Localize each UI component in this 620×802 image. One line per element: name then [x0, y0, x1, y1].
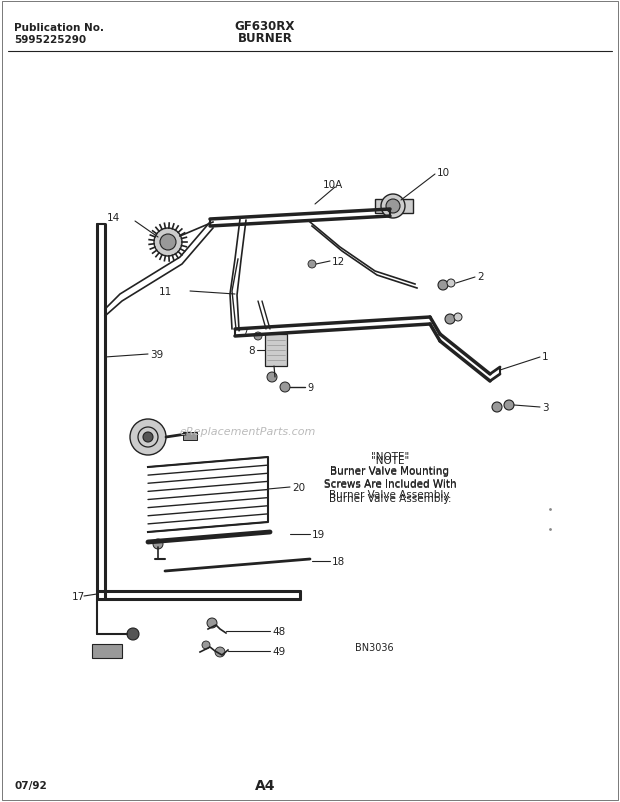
Text: BURNER: BURNER — [237, 32, 293, 46]
Circle shape — [202, 642, 210, 649]
Text: 07/92: 07/92 — [14, 780, 46, 790]
Circle shape — [267, 373, 277, 383]
Text: 9: 9 — [307, 383, 313, 392]
Circle shape — [454, 314, 462, 322]
Circle shape — [386, 200, 400, 214]
Text: 11: 11 — [159, 286, 172, 297]
Text: 18: 18 — [332, 557, 345, 566]
Text: "NOTE"
Burner Valve Mounting
Screws Are Included With
Burner Valve Assembly.: "NOTE" Burner Valve Mounting Screws Are … — [324, 452, 456, 504]
Text: 17: 17 — [72, 591, 86, 602]
Circle shape — [154, 229, 182, 257]
Bar — [265, 334, 287, 367]
Text: 8: 8 — [249, 346, 255, 355]
Circle shape — [143, 432, 153, 443]
Text: 39: 39 — [150, 350, 163, 359]
Circle shape — [130, 419, 166, 456]
Text: GF630RX: GF630RX — [235, 19, 295, 32]
Text: 20: 20 — [292, 482, 305, 492]
Text: 5995225290: 5995225290 — [14, 35, 86, 45]
Text: 10: 10 — [437, 168, 450, 178]
Text: BN3036: BN3036 — [355, 642, 394, 652]
Text: 14: 14 — [107, 213, 120, 223]
Circle shape — [254, 333, 262, 341]
Circle shape — [447, 280, 455, 288]
Circle shape — [280, 383, 290, 392]
Circle shape — [215, 647, 225, 657]
Text: 3: 3 — [542, 403, 549, 412]
Bar — [183, 432, 197, 440]
Circle shape — [308, 261, 316, 269]
Circle shape — [381, 195, 405, 219]
Circle shape — [504, 400, 514, 411]
Circle shape — [438, 281, 448, 290]
Text: 1: 1 — [542, 351, 549, 362]
Text: 10A: 10A — [323, 180, 343, 190]
Text: eReplacementParts.com: eReplacementParts.com — [180, 427, 316, 436]
Circle shape — [492, 403, 502, 412]
Circle shape — [207, 618, 217, 628]
Circle shape — [153, 539, 163, 549]
Bar — [92, 644, 122, 658]
Bar — [375, 200, 413, 214]
Text: 2: 2 — [477, 272, 484, 282]
Circle shape — [445, 314, 455, 325]
Text: A4: A4 — [255, 778, 275, 792]
Text: "NOTE"
Burner Valve Mounting
Screws Are Included With
Burner Valve Assembly.: "NOTE" Burner Valve Mounting Screws Are … — [324, 455, 456, 500]
Circle shape — [127, 628, 139, 640]
Text: 7: 7 — [242, 326, 248, 337]
Text: 19: 19 — [312, 529, 326, 539]
Text: 12: 12 — [332, 257, 345, 267]
Text: Publication No.: Publication No. — [14, 23, 104, 33]
Text: 49: 49 — [272, 646, 285, 656]
Circle shape — [160, 235, 176, 251]
Text: 48: 48 — [272, 626, 285, 636]
